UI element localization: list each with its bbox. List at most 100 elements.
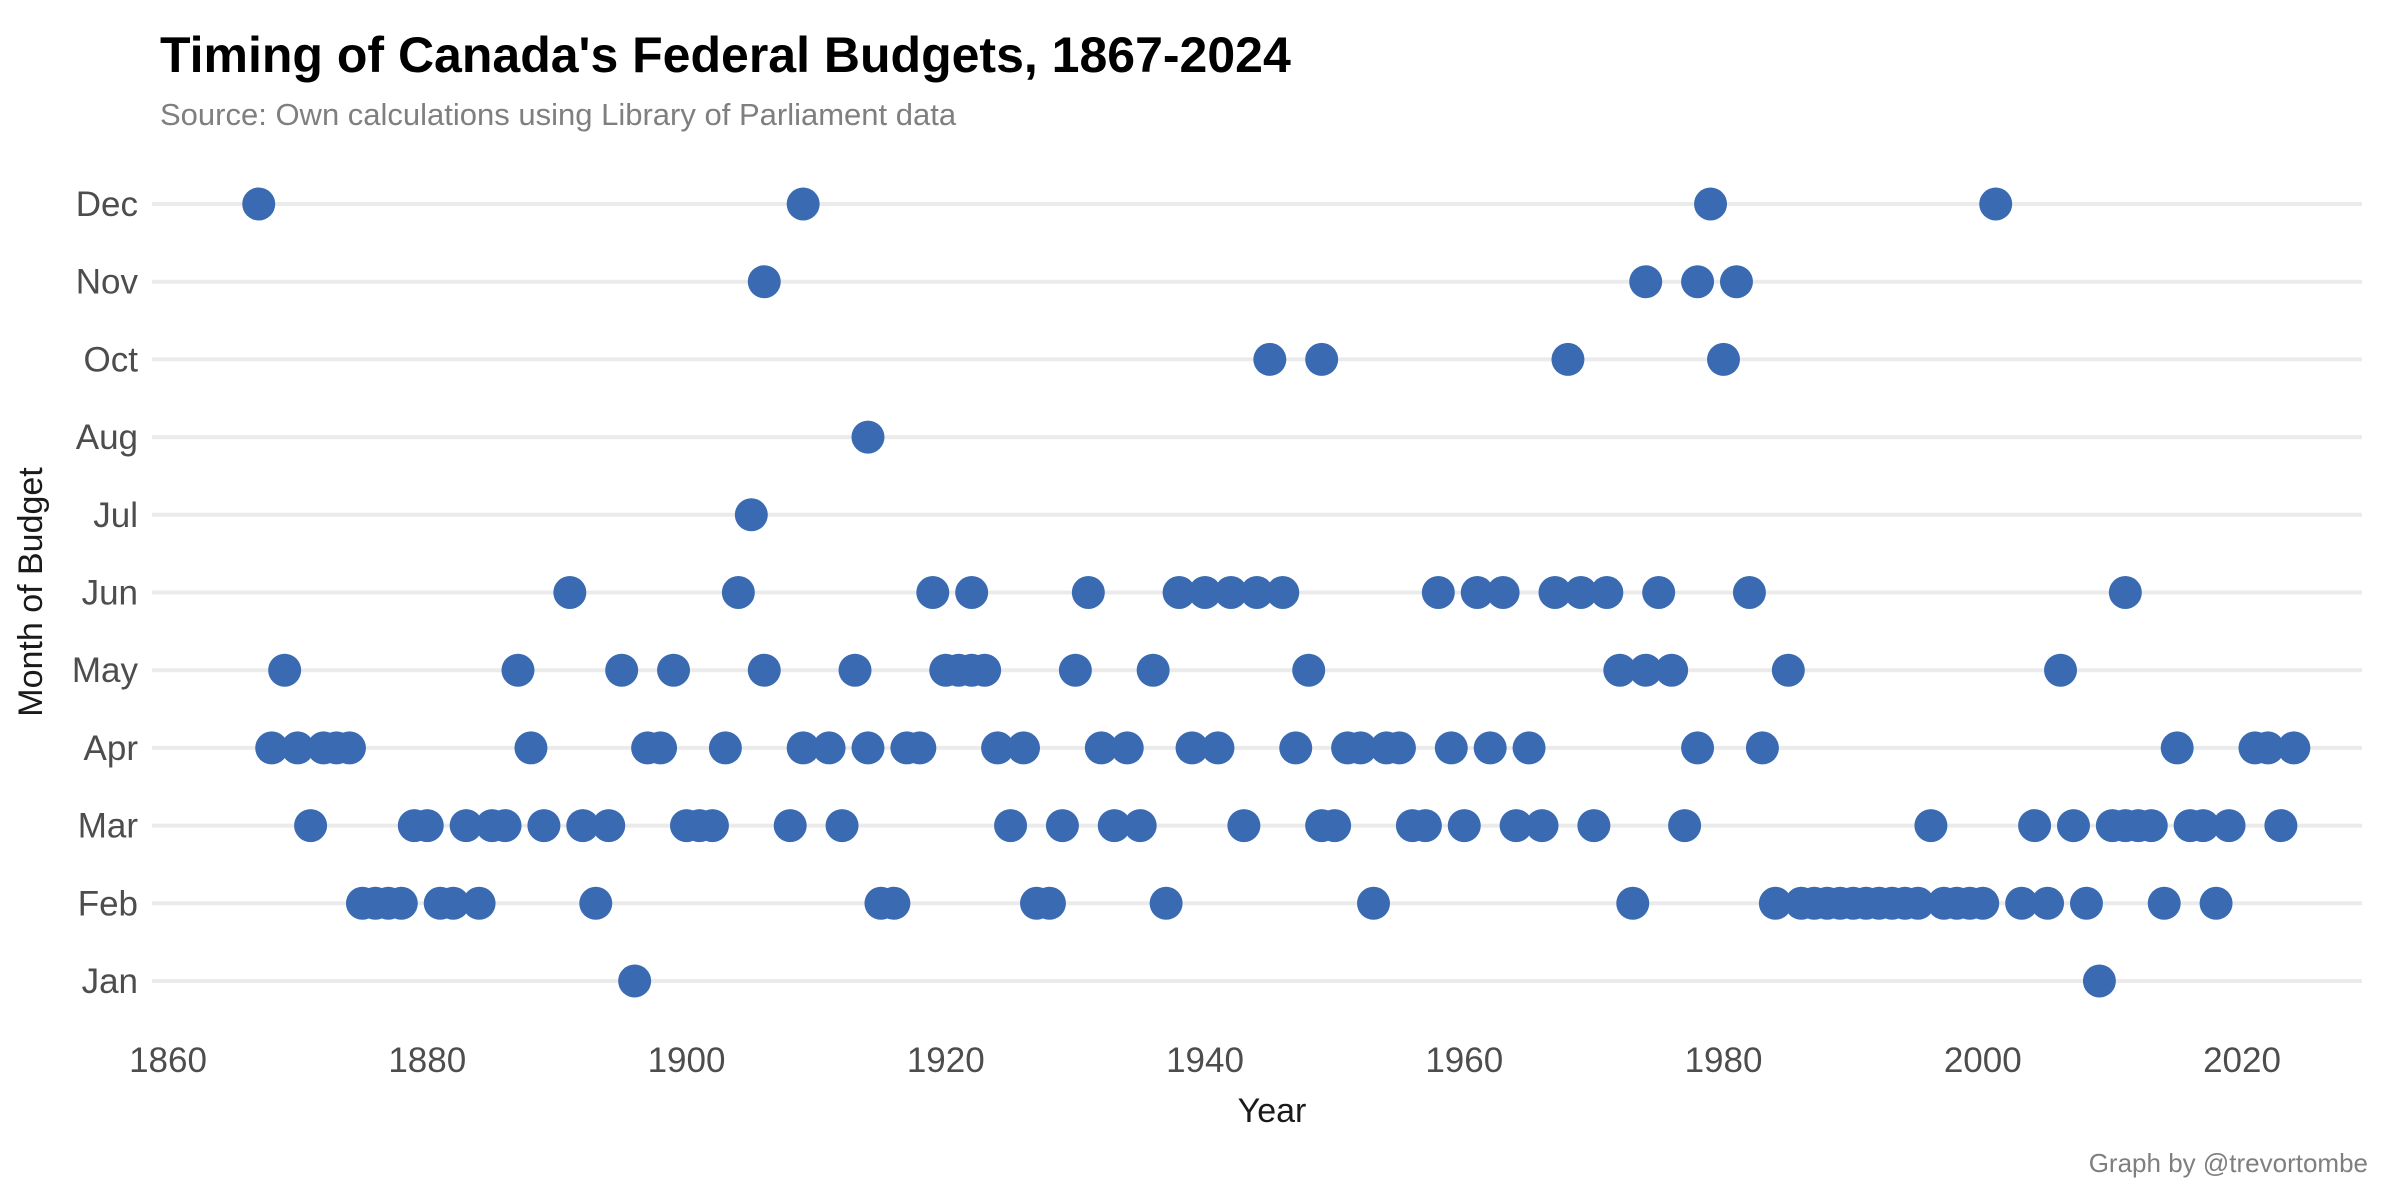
data-point	[1357, 886, 1391, 920]
data-point	[281, 731, 315, 765]
data-point	[1318, 809, 1352, 843]
data-point	[436, 886, 470, 920]
data-point	[449, 809, 483, 843]
data-point	[2186, 809, 2220, 843]
data-point	[2031, 886, 2065, 920]
data-point	[1681, 731, 1715, 765]
data-point	[255, 731, 289, 765]
x-tick-label-1980: 1980	[1685, 1041, 1763, 1080]
data-point	[786, 731, 820, 765]
credit-text: Graph by @trevortombe	[2089, 1148, 2368, 1178]
data-point	[242, 187, 276, 221]
data-point	[2134, 809, 2168, 843]
data-point	[734, 498, 768, 532]
data-point	[2147, 886, 2181, 920]
data-point	[332, 731, 366, 765]
x-tick-label-1900: 1900	[648, 1041, 726, 1080]
data-point	[1279, 731, 1313, 765]
data-point	[644, 731, 678, 765]
x-tick-label-2000: 2000	[1944, 1041, 2022, 1080]
data-point	[501, 653, 535, 687]
y-axis-title: Month of Budget	[12, 467, 50, 717]
data-point	[877, 886, 911, 920]
data-point	[955, 576, 989, 609]
data-point	[1434, 731, 1468, 765]
data-point	[903, 731, 937, 765]
data-point	[1162, 576, 1196, 609]
data-point	[1538, 576, 1572, 609]
data-point	[605, 653, 639, 687]
data-point	[1590, 576, 1624, 609]
data-point	[1655, 653, 1689, 687]
y-tick-label-feb: Feb	[78, 884, 138, 923]
data-point	[1745, 731, 1779, 765]
data-point	[773, 809, 807, 843]
data-point	[721, 576, 755, 609]
data-point	[1629, 265, 1663, 299]
x-tick-label-2020: 2020	[2203, 1041, 2281, 1080]
data-point	[1577, 809, 1611, 843]
data-point	[2199, 886, 2233, 920]
data-point	[1382, 731, 1416, 765]
data-point	[1292, 653, 1326, 687]
data-point	[851, 731, 885, 765]
data-point	[851, 420, 885, 454]
data-point	[1564, 576, 1598, 609]
data-point	[1214, 576, 1248, 609]
data-point	[2069, 886, 2103, 920]
data-point	[1175, 731, 1209, 765]
y-tick-label-dec: Dec	[76, 185, 138, 224]
data-point	[1305, 342, 1339, 376]
data-point	[579, 886, 613, 920]
data-point	[2044, 653, 2078, 687]
data-point	[1136, 653, 1170, 687]
data-point	[1616, 886, 1650, 920]
data-point	[1149, 886, 1183, 920]
data-point	[1447, 809, 1481, 843]
data-point	[1188, 576, 1222, 609]
data-point	[2264, 809, 2298, 843]
y-tick-label-mar: Mar	[78, 807, 139, 846]
y-tick-label-jun: Jun	[82, 574, 138, 613]
data-point	[1266, 576, 1300, 609]
chart-title: Timing of Canada's Federal Budgets, 1867…	[160, 27, 1291, 83]
data-point	[268, 653, 302, 687]
x-tick-label-1920: 1920	[907, 1041, 985, 1080]
data-point	[1901, 886, 1935, 920]
data-point	[1758, 886, 1792, 920]
data-point	[1201, 731, 1235, 765]
data-point	[2056, 809, 2090, 843]
data-point	[1771, 653, 1805, 687]
data-point	[566, 809, 600, 843]
data-point	[1979, 187, 2013, 221]
axis-labels-layer: Dec Nov Oct Aug Jul Jun May Apr Mar Feb Jan 1860 188…	[72, 185, 2281, 1080]
data-point	[916, 576, 950, 609]
data-point	[981, 731, 1015, 765]
data-point	[527, 809, 561, 843]
data-point	[1551, 342, 1585, 376]
data-point	[747, 265, 781, 299]
data-point	[2108, 576, 2142, 609]
data-point	[1344, 731, 1378, 765]
chart-subtitle: Source: Own calculations using Library o…	[160, 97, 957, 132]
x-tick-label-1960: 1960	[1425, 1041, 1503, 1080]
y-tick-label-nov: Nov	[76, 263, 139, 302]
data-point	[1253, 342, 1287, 376]
data-point	[994, 809, 1028, 843]
data-point	[592, 809, 626, 843]
y-tick-label-oct: Oct	[84, 340, 139, 379]
data-point	[1499, 809, 1533, 843]
data-point	[553, 576, 587, 609]
data-point	[2005, 886, 2039, 920]
data-point	[2251, 731, 2285, 765]
data-point	[786, 187, 820, 221]
data-point	[1110, 731, 1144, 765]
data-point	[838, 653, 872, 687]
data-point	[1914, 809, 1948, 843]
data-point	[1460, 576, 1494, 609]
data-point	[1045, 809, 1079, 843]
data-point	[462, 886, 496, 920]
data-point	[1629, 653, 1663, 687]
